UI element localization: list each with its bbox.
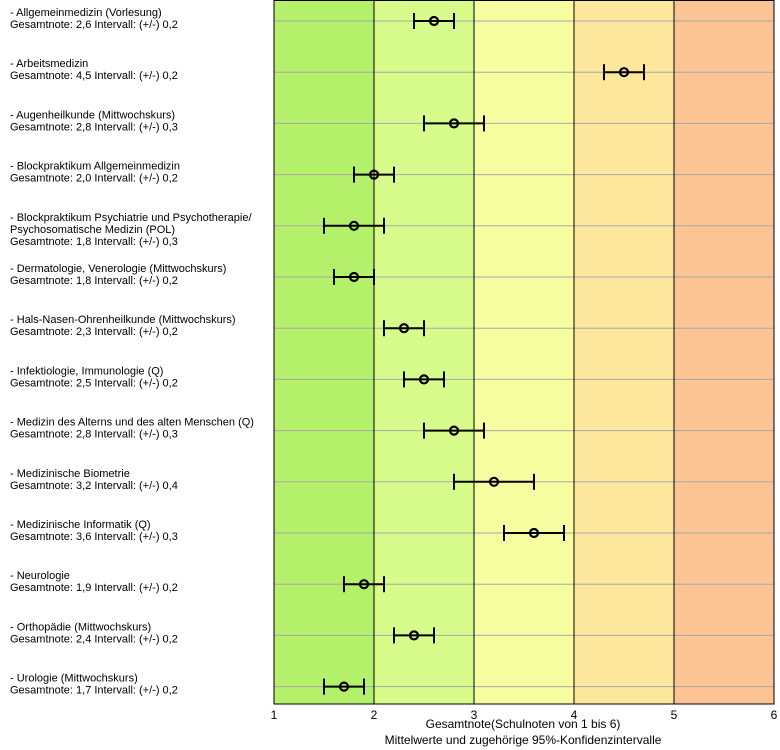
row-course-label: - Augenheilkunde (Mittwochskurs) [10,109,175,121]
x-axis-title: Gesamtnote(Schulnoten von 1 bis 6) [426,717,621,731]
row-course-label: - Infektiologie, Immunologie (Q) [10,365,163,377]
x-axis-subtitle: Mittelwerte und zugehörige 95%-Konfidenz… [385,733,662,747]
mean-marker [448,118,460,129]
row-course-label: - Medizin des Alterns und des alten Mens… [10,417,254,429]
row-summary-label: Gesamtnote: 2,8 Intervall: (+/-) 0,3 [10,121,178,133]
row-summary-label: Gesamtnote: 2,5 Intervall: (+/-) 0,2 [10,377,178,389]
x-tick-label: 2 [371,708,378,722]
mean-marker [418,374,430,385]
mean-marker [358,579,370,590]
mean-marker [488,476,500,487]
row-summary-label: Gesamtnote: 1,8 Intervall: (+/-) 0,3 [10,236,178,248]
mean-marker [348,220,360,231]
row-summary-label: Gesamtnote: 1,7 Intervall: (+/-) 0,2 [10,685,178,697]
background-bands [274,0,774,704]
x-axis: Gesamtnote(Schulnoten von 1 bis 6) Mitte… [271,708,778,747]
x-tick-label: 1 [271,708,278,722]
x-tick-label: 6 [771,708,778,722]
mean-marker [368,169,380,180]
plot-frame [273,0,775,705]
row-summary-label: Gesamtnote: 2,4 Intervall: (+/-) 0,2 [10,633,178,645]
mean-marker [618,67,630,78]
row-summary-label: Gesamtnote: 2,0 Intervall: (+/-) 0,2 [10,173,178,185]
mean-marker [428,15,440,27]
row-course-label: - Medizinische Biometrie [10,468,130,480]
row-summary-label: Gesamtnote: 3,6 Intervall: (+/-) 0,3 [10,531,178,543]
row-course-label: - Blockpraktikum Allgemeinmedizin [10,161,180,173]
row-summary-label: Gesamtnote: 2,6 Intervall: (+/-) 0,2 [10,19,178,31]
row-course-label: - Neurologie [10,570,70,582]
x-tick-label: 5 [671,708,678,722]
row-course-label: - Hals-Nasen-Ohrenheilkunde (Mittwochsku… [10,314,236,326]
band-4 [574,0,674,704]
mean-marker [348,271,360,283]
mean-marker [448,425,460,436]
row-course-label: - Blockpraktikum Psychiatrie und Psychot… [10,212,252,224]
row-course-label: - Arbeitsmedizin [10,58,88,70]
mean-marker [398,323,410,334]
mean-marker [338,681,350,692]
mean-marker [408,630,420,641]
row-summary-label: Gesamtnote: 2,8 Intervall: (+/-) 0,3 [10,429,178,441]
row-summary-label: Gesamtnote: 2,3 Intervall: (+/-) 0,2 [10,326,178,338]
mean-marker [528,527,540,539]
row-summary-label: Gesamtnote: 4,5 Intervall: (+/-) 0,2 [10,70,178,82]
row-course-label: - Dermatologie, Venerologie (Mittwochsku… [10,263,226,275]
row-course-label: - Allgemeinmedizin (Vorlesung) [10,7,162,19]
row-summary-label: Gesamtnote: 1,8 Intervall: (+/-) 0,2 [10,275,178,287]
row-summary-label: Gesamtnote: 1,9 Intervall: (+/-) 0,2 [10,582,178,594]
row-labels: - Allgemeinmedizin (Vorlesung)Gesamtnote… [10,7,254,697]
row-course-label: - Medizinische Informatik (Q) [10,519,151,531]
error-bar-marks [323,13,645,695]
row-course-label: - Urologie (Mittwochskurs) [10,673,138,685]
row-course-label: Psychosomatische Medizin (POL) [10,224,175,236]
band-5 [674,0,774,704]
x-tick-label: 4 [571,708,578,722]
row-course-label: - Orthopädie (Mittwochskurs) [10,621,151,633]
band-1 [274,0,374,704]
band-2 [374,0,474,704]
band-3 [474,0,574,704]
x-tick-label: 3 [471,708,478,722]
row-summary-label: Gesamtnote: 3,2 Intervall: (+/-) 0,4 [10,480,178,492]
